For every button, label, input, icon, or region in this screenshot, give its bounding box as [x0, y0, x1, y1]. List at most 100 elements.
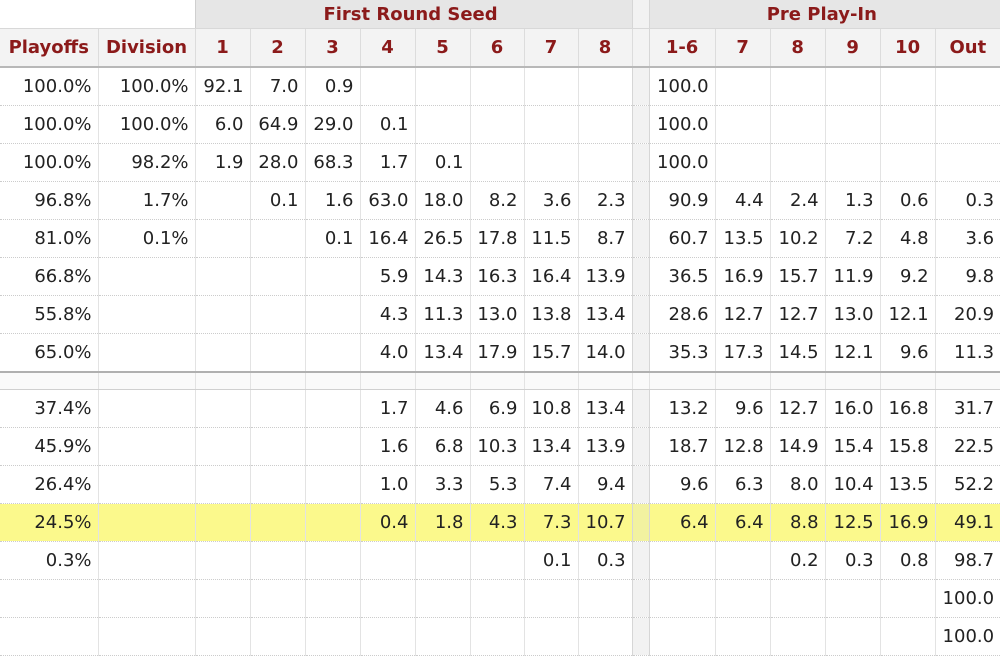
cell-seed: 7.3: [523, 503, 578, 542]
separator-cell: [714, 371, 771, 390]
cell-seed: 1.0: [359, 465, 415, 504]
column-header-seed[interactable]: 8: [577, 28, 633, 68]
cell-seed: [304, 333, 360, 373]
cell-seed: [523, 579, 578, 618]
cell-division: 0.1%: [97, 219, 195, 258]
cell-seed: [249, 503, 305, 542]
column-header-pre[interactable]: 1-6: [648, 28, 716, 68]
cell-division: [97, 333, 195, 373]
cell-pre: 9.2: [879, 257, 936, 296]
cell-pre: 9.6: [648, 465, 716, 504]
column-header-seed[interactable]: 7: [523, 28, 578, 68]
cell-pre: [879, 143, 936, 182]
cell-pre: [934, 143, 1000, 182]
cell-seed: 28.0: [249, 143, 305, 182]
cell-seed: 64.9: [249, 105, 305, 144]
cell-seed: 13.4: [577, 295, 633, 334]
cell-pre: 12.7: [714, 295, 771, 334]
cell-pre: [824, 579, 881, 618]
cell-pre: 14.9: [769, 427, 826, 466]
cell-pre: 0.2: [769, 541, 826, 580]
column-header-pre[interactable]: 10: [879, 28, 936, 68]
cell-seed: 13.0: [469, 295, 524, 334]
cell-division: [97, 257, 195, 296]
cell-pre: 10.2: [769, 219, 826, 258]
table-row: 100.0% 98.2% 1.9 28.0 68.3 1.7 0.1 100.0: [0, 143, 1000, 182]
cell-pre: 13.0: [824, 295, 881, 334]
column-gap: [631, 541, 650, 580]
cell-seed: 16.4: [523, 257, 578, 296]
cell-pre: 12.1: [879, 295, 936, 334]
cell-pre: 1.3: [824, 181, 881, 220]
cell-pre: [879, 579, 936, 618]
column-header-division[interactable]: Division: [97, 28, 195, 68]
cell-pre: 17.3: [714, 333, 771, 373]
table-row: 37.4% 1.7 4.6 6.9 10.8 13.4 13.2 9.6 12.7 16.0 16.…: [0, 389, 1000, 428]
cell-seed: [194, 617, 250, 656]
cell-seed: [469, 579, 524, 618]
cell-pre: 16.9: [879, 503, 936, 542]
column-header-seed[interactable]: 3: [304, 28, 360, 68]
cell-pre: [879, 105, 936, 144]
column-gap: [631, 28, 650, 68]
cell-pre: 100.0: [934, 617, 1000, 656]
cell-playoffs: 100.0%: [0, 105, 98, 144]
column-header-seed[interactable]: 2: [249, 28, 305, 68]
cell-pre: 8.0: [769, 465, 826, 504]
column-header-pre[interactable]: 7: [714, 28, 771, 68]
cell-pre: 9.8: [934, 257, 1000, 296]
cell-seed: 9.4: [577, 465, 633, 504]
cell-pre: 90.9: [648, 181, 716, 220]
cell-pre: [879, 617, 936, 656]
cell-playoffs: 65.0%: [0, 333, 98, 373]
cell-seed: 0.1: [304, 219, 360, 258]
cell-pre: [714, 105, 771, 144]
cell-pre: [934, 67, 1000, 106]
cell-division: [97, 579, 195, 618]
separator-cell: [469, 371, 524, 390]
cell-pre: [714, 617, 771, 656]
cell-division: [97, 617, 195, 656]
cell-playoffs: 24.5%: [0, 503, 98, 542]
column-header-row: Playoffs Division 1 2 3 4 5 6 7 8 1-6 7 …: [0, 28, 1000, 68]
cell-pre: 36.5: [648, 257, 716, 296]
cell-division: 100.0%: [97, 67, 195, 106]
cell-pre: 14.5: [769, 333, 826, 373]
cell-seed: [359, 67, 415, 106]
column-header-pre[interactable]: 9: [824, 28, 881, 68]
cell-pre: 52.2: [934, 465, 1000, 504]
cell-seed: 16.4: [359, 219, 415, 258]
column-header-pre[interactable]: 8: [769, 28, 826, 68]
cell-seed: 10.3: [469, 427, 524, 466]
cell-division: [97, 465, 195, 504]
cell-pre: 49.1: [934, 503, 1000, 542]
cell-pre: 15.7: [769, 257, 826, 296]
cell-pre: [769, 579, 826, 618]
cell-seed: [304, 617, 360, 656]
cell-seed: [304, 579, 360, 618]
column-header-seed[interactable]: 4: [359, 28, 415, 68]
cell-seed: [249, 465, 305, 504]
column-header-playoffs[interactable]: Playoffs: [0, 28, 98, 68]
cell-seed: 13.4: [523, 427, 578, 466]
cell-seed: 7.4: [523, 465, 578, 504]
cell-seed: 5.9: [359, 257, 415, 296]
column-header-seed[interactable]: 1: [194, 28, 250, 68]
cell-seed: 3.3: [414, 465, 470, 504]
cell-pre: 9.6: [714, 389, 771, 428]
cell-seed: [414, 541, 470, 580]
cell-seed: 3.6: [523, 181, 578, 220]
cell-seed: 0.1: [359, 105, 415, 144]
cell-division: [97, 389, 195, 428]
cell-seed: [359, 617, 415, 656]
cell-seed: 11.3: [414, 295, 470, 334]
column-header-seed[interactable]: 6: [469, 28, 524, 68]
column-gap: [631, 389, 650, 428]
separator-cell: [879, 371, 936, 390]
cell-seed: 10.7: [577, 503, 633, 542]
cell-pre: 2.4: [769, 181, 826, 220]
cell-pre: 22.5: [934, 427, 1000, 466]
column-header-seed[interactable]: 5: [414, 28, 470, 68]
cell-pre: 15.8: [879, 427, 936, 466]
column-header-pre[interactable]: Out: [934, 28, 1000, 68]
